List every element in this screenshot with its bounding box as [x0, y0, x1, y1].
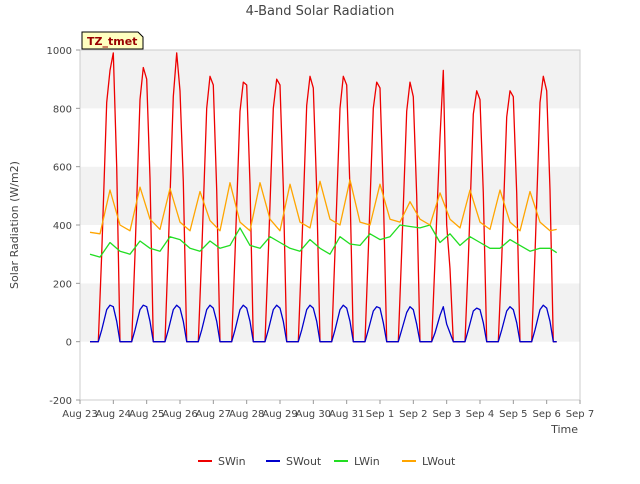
x-tick-label: Sep 5 — [499, 409, 527, 420]
x-tick-label: Sep 1 — [366, 409, 394, 420]
x-tick-label: Aug 27 — [196, 409, 231, 420]
grid-band — [80, 50, 580, 109]
x-tick-label: Aug 31 — [329, 409, 364, 420]
chart-title: 4-Band Solar Radiation — [246, 4, 395, 19]
legend-label-swout: SWout — [286, 455, 322, 468]
site-label: TZ_tmet — [87, 35, 137, 48]
x-tick-label: Aug 24 — [96, 409, 131, 420]
x-tick-label: Sep 4 — [466, 409, 494, 420]
x-tick-label: Aug 23 — [62, 409, 97, 420]
x-tick-label: Aug 25 — [129, 409, 164, 420]
grid-bands — [80, 50, 580, 400]
x-tick-label: Sep 3 — [432, 409, 460, 420]
x-tick-label: Aug 30 — [296, 409, 331, 420]
y-axis-ticks: -200 0 200 400 600 800 1000 — [47, 46, 80, 407]
legend-label-swin: SWin — [218, 455, 246, 468]
x-tick-label: Sep 6 — [532, 409, 560, 420]
series-line-lwin — [89, 224, 558, 258]
site-label-shape — [81, 31, 144, 50]
x-axis-label: Time — [550, 423, 578, 436]
x-tick-label: Aug 29 — [262, 409, 297, 420]
y-tick-label: 800 — [53, 104, 72, 115]
y-tick-label: 0 — [66, 338, 72, 349]
y-tick-label: 600 — [53, 163, 72, 174]
grid-band — [80, 108, 580, 167]
series-layer — [89, 52, 558, 343]
y-tick-label: -200 — [49, 396, 72, 407]
series-line-swout — [90, 304, 557, 343]
legend: SWin SWout LWin LWout — [198, 455, 456, 468]
legend-label-lwin: LWin — [354, 455, 380, 468]
grid-band — [80, 341, 580, 400]
y-axis-label: Solar Radiation (W/m2) — [8, 161, 21, 289]
legend-label-lwout: LWout — [422, 455, 456, 468]
site-label-box: TZ_tmet — [81, 31, 144, 50]
x-tick-label: Sep 2 — [399, 409, 427, 420]
y-tick-label: 200 — [53, 279, 72, 290]
x-tick-label: Aug 28 — [229, 409, 264, 420]
x-tick-label: Sep 7 — [566, 409, 594, 420]
y-tick-label: 400 — [53, 221, 72, 232]
y-tick-label: 1000 — [47, 46, 72, 57]
x-tick-label: Aug 26 — [162, 409, 197, 420]
grid-band — [80, 283, 580, 342]
series-line-lwout — [89, 179, 557, 235]
